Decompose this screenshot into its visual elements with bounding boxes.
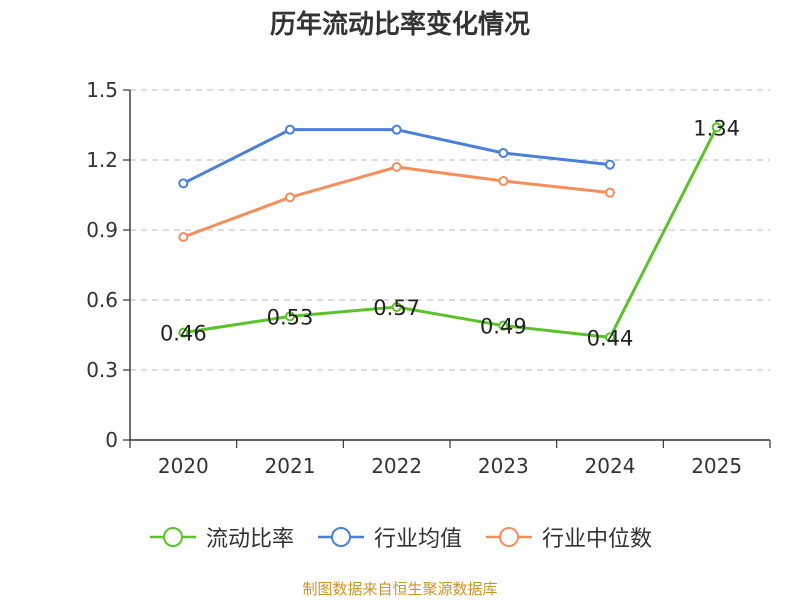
legend-marker-industry-mean-icon: [317, 527, 364, 547]
data-point-series-2: [178, 232, 189, 242]
data-point-series-2: [285, 192, 295, 203]
legend-circle: [330, 527, 351, 547]
label-layer: 0.46 0.53 0.57 0.49 0.44 1.34: [160, 116, 740, 350]
x-tick-label: 2022: [371, 454, 422, 478]
legend-label-industry-median: 行业中位数: [542, 527, 653, 552]
data-point-series-2: [605, 187, 615, 198]
data-point-series-1: [285, 124, 295, 135]
x-tick-label: 2023: [478, 454, 529, 478]
legend-label-current-ratio: 流动比率: [205, 527, 294, 552]
y-tick-label: 1.2: [86, 148, 118, 172]
data-point-series-2: [498, 176, 509, 186]
data-point-series-0: [711, 122, 722, 133]
legend-item-current-ratio[interactable]: 流动比率: [148, 521, 294, 553]
legend-item-industry-median[interactable]: 行业中位数: [484, 521, 652, 553]
data-label: 0.57: [373, 296, 420, 320]
data-label: 0.53: [267, 305, 314, 329]
data-label: 0.49: [480, 315, 527, 339]
legend-label-industry-mean: 行业均值: [373, 527, 462, 552]
axis-layer: 0 0.3 0.6 0.9 1.2 1.5 2020 2021 2022 2023 2024 2025: [86, 78, 771, 478]
data-label: 0.46: [160, 322, 207, 346]
x-tick-label: 2024: [585, 454, 636, 478]
legend-circle: [162, 527, 183, 547]
legend-marker-industry-median-icon: [486, 527, 532, 547]
legend-marker-current-ratio-icon: [149, 527, 196, 547]
data-point-series-0: [391, 302, 402, 312]
y-tick-label: 0.6: [86, 288, 118, 312]
grid-layer: [130, 89, 770, 371]
legend-item-industry-mean[interactable]: 行业均值: [316, 521, 462, 553]
series-layer: [178, 122, 722, 343]
y-tick-label: 0.3: [86, 358, 118, 382]
data-point-series-0: [285, 311, 295, 322]
data-point-series-1: [498, 148, 509, 158]
chart-title: 历年流动比率变化情况: [269, 10, 530, 40]
data-point-series-2: [391, 162, 402, 172]
source-note: 制图数据来自恒生聚源数据库: [302, 580, 498, 598]
data-point-series-1: [178, 178, 189, 189]
data-point-series-1: [391, 124, 402, 135]
data-label: 1.34: [693, 116, 740, 140]
legend-circle: [499, 527, 519, 547]
y-tick-label: 0.9: [86, 218, 118, 242]
line-chart: 0 0.3 0.6 0.9 1.2 1.5 2020 2021 2022 2023 2024 2025…: [86, 78, 771, 478]
y-tick-label: 1.5: [86, 78, 118, 102]
x-tick-label: 2025: [691, 454, 742, 478]
y-tick-label: 0: [105, 428, 118, 452]
series-line-1: [182, 128, 611, 185]
series-line-0: [183, 126, 719, 339]
data-point-series-0: [178, 327, 189, 338]
x-tick-label: 2021: [265, 454, 316, 478]
series-line-2: [182, 165, 611, 239]
data-point-series-0: [605, 332, 615, 343]
data-point-series-0: [498, 320, 509, 331]
data-point-series-1: [605, 159, 615, 170]
legend: 流动比率 行业均值 行业中位数: [0, 520, 800, 554]
x-tick-label: 2020: [158, 454, 209, 478]
data-label: 0.44: [587, 326, 634, 350]
